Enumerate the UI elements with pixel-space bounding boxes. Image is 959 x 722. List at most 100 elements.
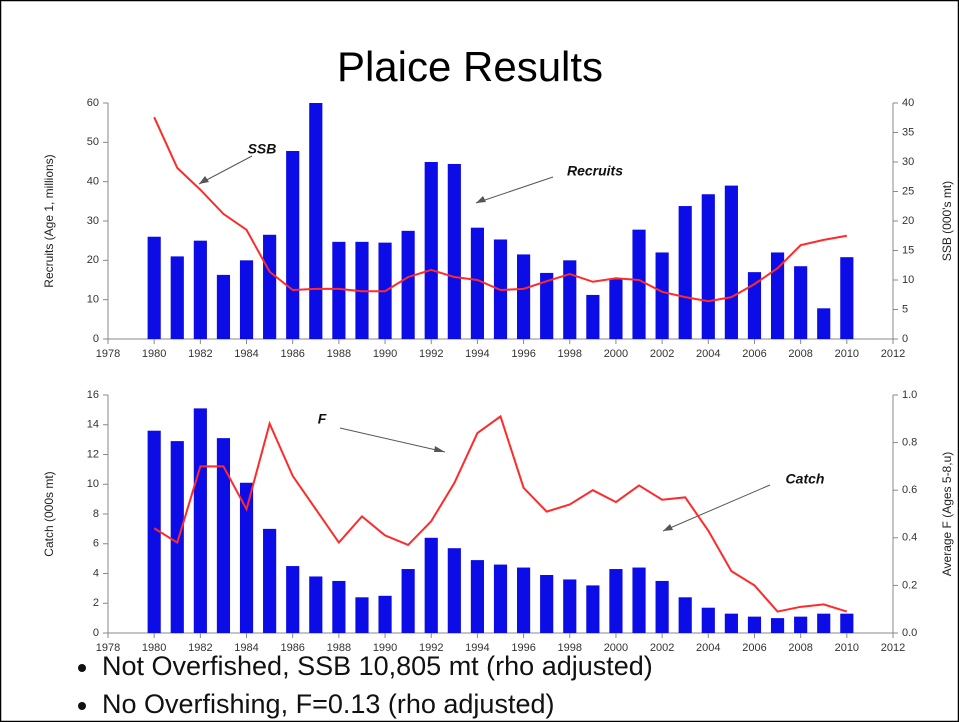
bar	[609, 569, 623, 633]
x-tick-label: 2004	[696, 348, 720, 360]
y2-axis-title: Average F (Ages 5-8,u)	[940, 452, 954, 577]
y2-tick-label: 40	[902, 97, 914, 109]
x-tick-label: 1992	[419, 642, 443, 654]
x-tick-label: 1980	[142, 348, 166, 360]
y2-tick-label: 5	[902, 303, 908, 315]
annotation: Recruits	[567, 163, 623, 179]
x-tick-label: 2004	[696, 642, 720, 654]
bar	[678, 206, 692, 339]
bar	[355, 597, 369, 633]
y2-tick-label: 0	[902, 333, 908, 345]
bar	[309, 103, 323, 339]
y-tick-label: 16	[87, 389, 99, 401]
bar	[817, 613, 831, 633]
bar	[794, 266, 808, 339]
x-tick-label: 1978	[96, 642, 120, 654]
x-tick-label: 1978	[96, 348, 120, 360]
bar	[332, 580, 346, 633]
x-tick-label: 1998	[558, 348, 582, 360]
arrow-head	[476, 196, 486, 203]
y-tick-label: 12	[87, 448, 99, 460]
y2-tick-label: 35	[902, 126, 914, 138]
x-tick-label: 1988	[327, 348, 351, 360]
arrow-head	[434, 446, 445, 452]
bar	[216, 438, 231, 633]
annotation-arrow	[662, 484, 771, 532]
y-tick-label: 10	[87, 294, 99, 306]
x-tick-label: 2000	[604, 642, 628, 654]
x-tick-label: 2010	[835, 348, 859, 360]
y-tick-label: 40	[87, 176, 99, 188]
bar	[147, 430, 161, 633]
y-tick-label: 10	[87, 478, 99, 490]
x-tick-label: 2012	[881, 642, 905, 654]
bullet-text: Not Overfished, SSB 10,805 mt (rho adjus…	[102, 651, 653, 681]
bar	[401, 569, 415, 633]
annotation: Catch	[786, 471, 825, 487]
y-tick-label: 0	[93, 627, 99, 639]
x-tick-label: 2006	[742, 348, 766, 360]
bar	[263, 528, 277, 633]
bar	[309, 576, 323, 633]
bar	[517, 567, 531, 633]
x-tick-label: 2008	[788, 348, 812, 360]
bar	[724, 185, 738, 339]
bar	[540, 574, 554, 633]
bar	[540, 272, 554, 339]
y-tick-label: 4	[93, 567, 99, 579]
annotation-arrow	[198, 155, 253, 185]
bar	[817, 308, 831, 339]
arrow-head	[663, 524, 673, 531]
bar	[170, 256, 184, 339]
bar	[724, 613, 738, 633]
bullet-dot	[78, 664, 86, 672]
bar	[747, 616, 762, 633]
bar	[332, 241, 346, 339]
bar	[747, 272, 762, 339]
x-tick-label: 1982	[188, 348, 212, 360]
y-tick-label: 0	[93, 333, 99, 345]
bar	[424, 162, 438, 339]
bar	[655, 580, 669, 633]
bar	[193, 408, 207, 633]
slide-title: Plaice Results	[337, 43, 603, 90]
bar	[286, 150, 300, 339]
y2-tick-label: 30	[902, 156, 914, 168]
x-tick-label: 1992	[419, 348, 443, 360]
annotation: F	[318, 411, 327, 427]
bar	[424, 537, 438, 633]
x-tick-label: 1998	[558, 642, 582, 654]
bar	[493, 564, 508, 633]
bar	[563, 260, 577, 339]
y-tick-label: 6	[93, 538, 99, 550]
y2-tick-label: 0.8	[902, 437, 917, 449]
y-tick-label: 8	[93, 508, 99, 520]
bar	[632, 567, 646, 633]
bar	[770, 252, 785, 339]
x-tick-label: 1984	[234, 348, 258, 360]
bar	[770, 618, 785, 633]
x-tick-label: 2000	[604, 348, 628, 360]
y-axis-title: Recruits (Age 1, millions)	[42, 154, 56, 287]
bar	[216, 274, 231, 339]
x-tick-label: 1986	[280, 348, 304, 360]
annotation-arrow	[339, 427, 446, 453]
y2-tick-label: 0.6	[902, 484, 917, 496]
bar	[286, 566, 300, 633]
y-tick-label: 2	[93, 597, 99, 609]
x-tick-label: 1990	[373, 348, 397, 360]
x-tick-label: 1994	[465, 348, 489, 360]
line	[153, 116, 848, 303]
y2-tick-label: 20	[902, 215, 914, 227]
y2-tick-label: 25	[902, 185, 914, 197]
bar	[678, 597, 692, 633]
bar	[401, 230, 415, 339]
bar	[239, 482, 254, 633]
bar	[632, 229, 646, 339]
y2-tick-label: 0.2	[902, 579, 917, 591]
bar	[794, 616, 808, 633]
bar	[701, 607, 715, 633]
bar	[447, 163, 461, 339]
